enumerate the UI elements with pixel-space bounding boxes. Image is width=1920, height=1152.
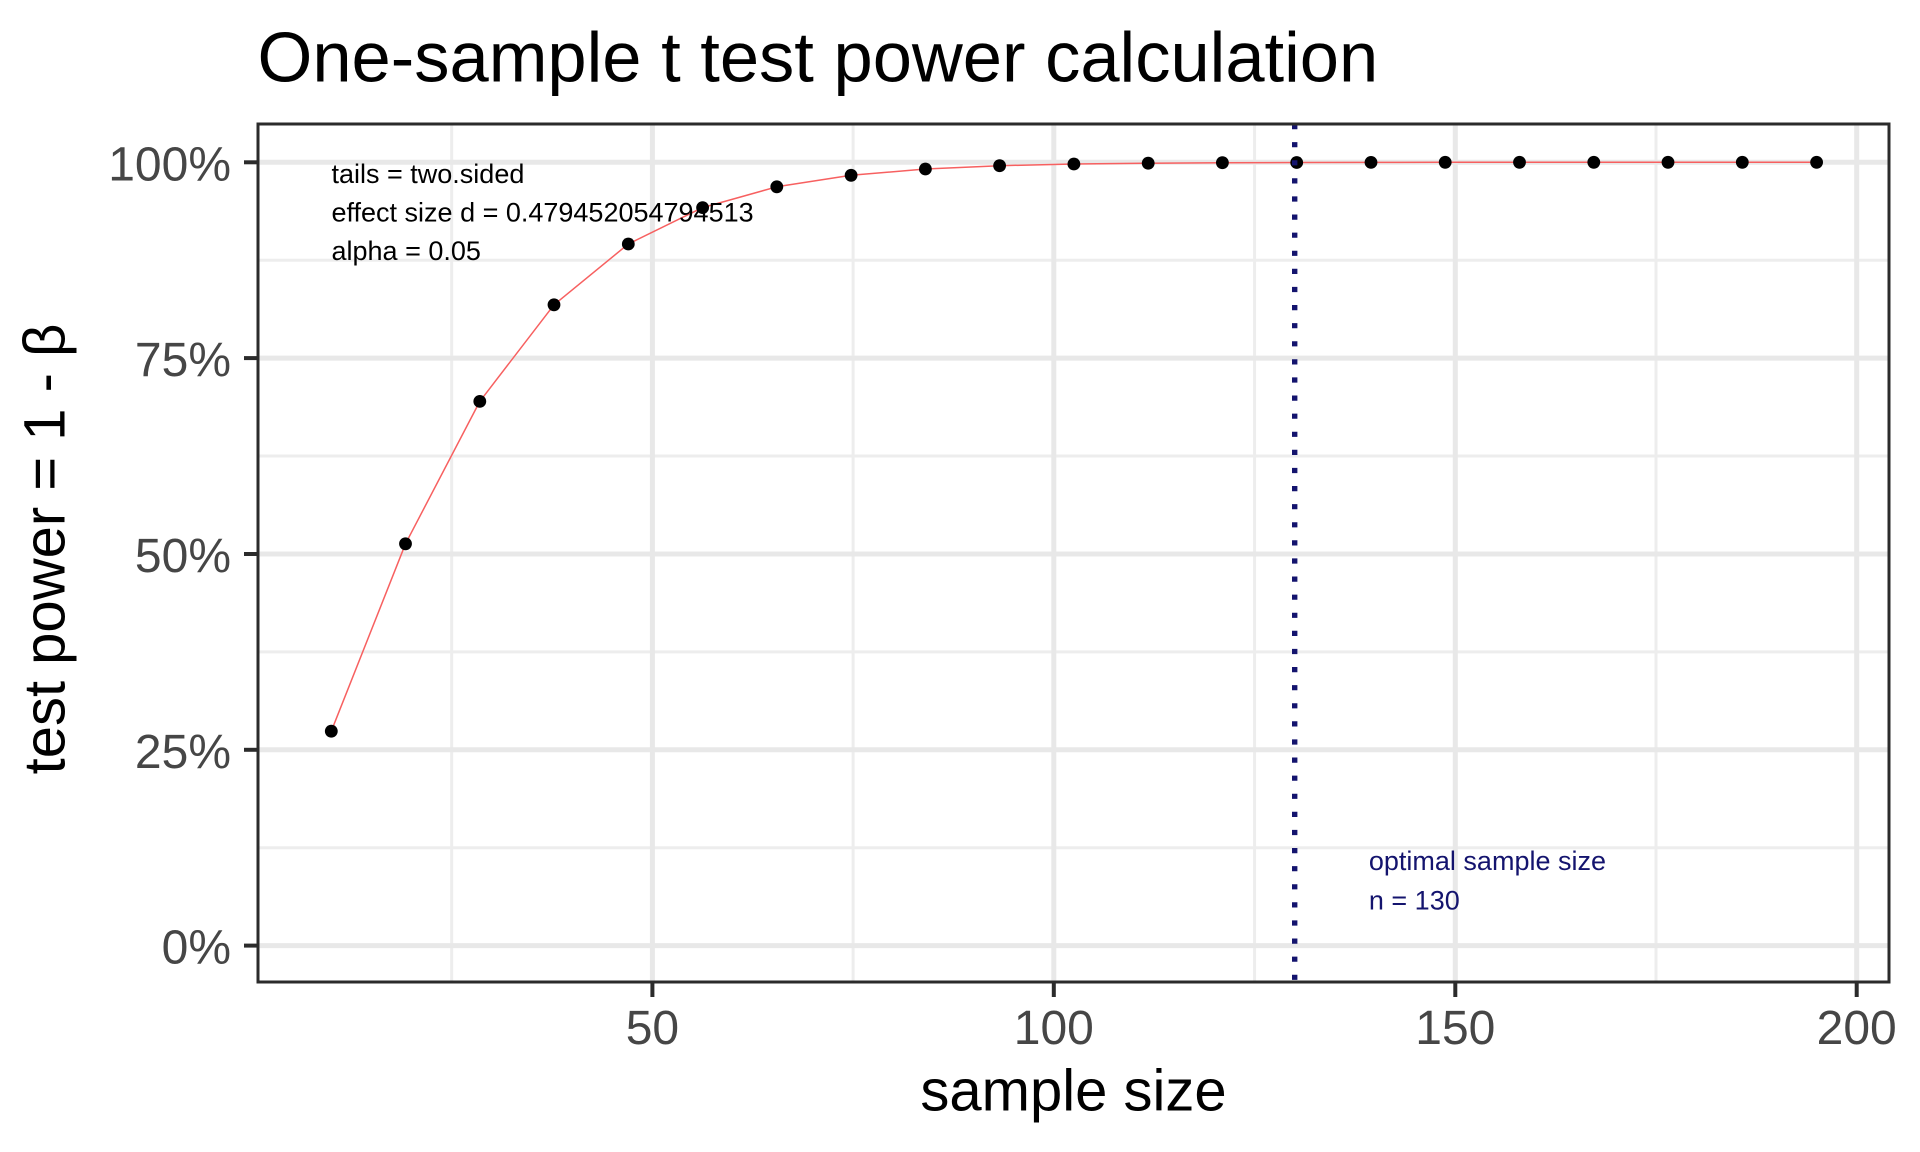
svg-text:effect size d = 0.479452054794: effect size d = 0.479452054794513 <box>332 198 754 228</box>
svg-text:100: 100 <box>1014 1002 1094 1055</box>
svg-text:200: 200 <box>1817 1002 1897 1055</box>
svg-text:75%: 75% <box>135 334 231 387</box>
svg-text:150: 150 <box>1415 1002 1495 1055</box>
svg-text:n = 130: n = 130 <box>1369 886 1460 916</box>
svg-text:test power = 1 - β: test power = 1 - β <box>13 324 78 775</box>
svg-text:One-sample t test power calcul: One-sample t test power calculation <box>258 18 1379 97</box>
svg-text:tails = two.sided: tails = two.sided <box>332 159 525 189</box>
svg-text:0%: 0% <box>162 922 231 975</box>
svg-text:sample size: sample size <box>920 1059 1226 1124</box>
svg-text:optimal sample size: optimal sample size <box>1369 846 1606 876</box>
svg-text:alpha = 0.05: alpha = 0.05 <box>332 236 481 266</box>
svg-text:25%: 25% <box>135 726 231 779</box>
svg-text:50: 50 <box>626 1002 679 1055</box>
svg-text:50%: 50% <box>135 530 231 583</box>
svg-text:100%: 100% <box>108 138 231 191</box>
